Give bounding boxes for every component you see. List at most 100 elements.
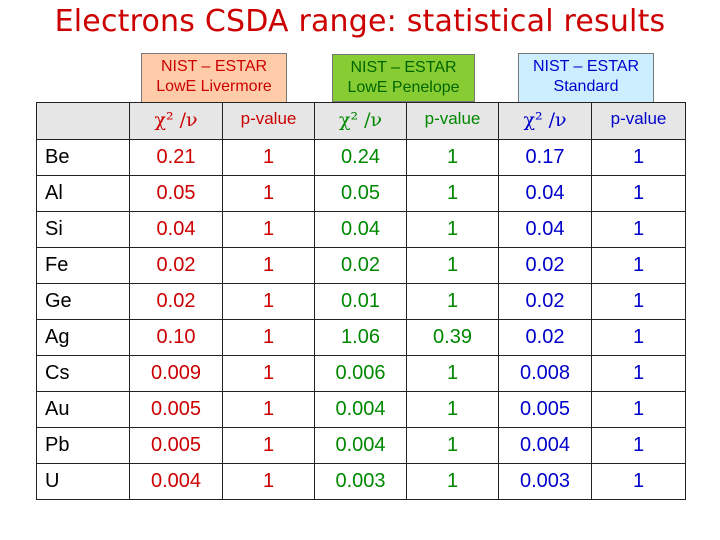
cell-penelope-chi: 1.06 [314,319,407,356]
cell-standard-chi: 0.02 [498,283,592,320]
cell-penelope-pvalue: 1 [406,139,499,176]
cell-element: Be [36,139,130,176]
source-standard-line1: NIST – ESTAR [532,58,640,75]
header-chi-standard: χ² /ν [498,102,592,140]
cell-element: Pb [36,427,130,464]
cell-standard-pvalue: 1 [591,211,686,248]
table-row: Be 0.21 1 0.24 1 0.17 1 [36,139,686,176]
cell-standard-pvalue: 1 [591,427,686,464]
table-row: Au 0.005 1 0.004 1 0.005 1 [36,391,686,428]
cell-penelope-pvalue: 0.39 [406,319,499,356]
cell-standard-pvalue: 1 [591,247,686,284]
cell-livermore-chi: 0.02 [129,283,223,320]
cell-livermore-pvalue: 1 [222,139,315,176]
cell-standard-chi: 0.02 [498,319,592,356]
cell-penelope-chi: 0.004 [314,427,407,464]
cell-standard-pvalue: 1 [591,175,686,212]
header-pvalue-livermore: p-value [222,102,315,140]
cell-penelope-chi: 0.004 [314,391,407,428]
cell-standard-chi: 0.17 [498,139,592,176]
table-row: Pb 0.005 1 0.004 1 0.004 1 [36,427,686,464]
cell-element: Fe [36,247,130,284]
cell-standard-pvalue: 1 [591,391,686,428]
cell-penelope-chi: 0.24 [314,139,407,176]
source-standard-line2: Standard [553,78,619,95]
cell-standard-pvalue: 1 [591,319,686,356]
cell-standard-pvalue: 1 [591,463,686,500]
cell-livermore-chi: 0.05 [129,175,223,212]
header-element [36,102,130,140]
cell-element: Ge [36,283,130,320]
cell-penelope-pvalue: 1 [406,283,499,320]
table-row: Si 0.04 1 0.04 1 0.04 1 [36,211,686,248]
page-title: Electrons CSDA range: statistical result… [54,4,666,39]
cell-penelope-pvalue: 1 [406,391,499,428]
table-header-row: χ² /ν p-value χ² /ν p-value χ² /ν p-valu… [36,102,686,140]
cell-penelope-pvalue: 1 [406,463,499,500]
cell-standard-chi: 0.04 [498,175,592,212]
cell-element: Cs [36,355,130,392]
source-penelope-line1: NIST – ESTAR [350,59,457,76]
cell-penelope-chi: 0.003 [314,463,407,500]
cell-livermore-pvalue: 1 [222,427,315,464]
header-pvalue-standard: p-value [591,102,686,140]
table-row: Ge 0.02 1 0.01 1 0.02 1 [36,283,686,320]
source-box-penelope: NIST – ESTAR LowE Penelope [332,54,475,102]
cell-livermore-chi: 0.005 [129,427,223,464]
cell-standard-chi: 0.008 [498,355,592,392]
source-box-livermore: NIST – ESTAR LowE Livermore [141,53,287,103]
cell-penelope-chi: 0.006 [314,355,407,392]
cell-livermore-chi: 0.04 [129,211,223,248]
cell-standard-chi: 0.005 [498,391,592,428]
cell-penelope-pvalue: 1 [406,211,499,248]
cell-penelope-pvalue: 1 [406,427,499,464]
cell-livermore-pvalue: 1 [222,211,315,248]
table-row: Fe 0.02 1 0.02 1 0.02 1 [36,247,686,284]
table-row: Ag 0.10 1 1.06 0.39 0.02 1 [36,319,686,356]
cell-standard-pvalue: 1 [591,355,686,392]
cell-livermore-pvalue: 1 [222,283,315,320]
cell-standard-pvalue: 1 [591,139,686,176]
cell-livermore-pvalue: 1 [222,463,315,500]
table-row: Al 0.05 1 0.05 1 0.04 1 [36,175,686,212]
cell-livermore-chi: 0.009 [129,355,223,392]
cell-penelope-pvalue: 1 [406,175,499,212]
cell-penelope-chi: 0.04 [314,211,407,248]
table-row: Cs 0.009 1 0.006 1 0.008 1 [36,355,686,392]
cell-penelope-pvalue: 1 [406,247,499,284]
source-livermore-line1: NIST – ESTAR [160,58,268,75]
header-chi-livermore: χ² /ν [129,102,223,140]
cell-element: Si [36,211,130,248]
cell-penelope-chi: 0.05 [314,175,407,212]
cell-standard-pvalue: 1 [591,283,686,320]
results-table: χ² /ν p-value χ² /ν p-value χ² /ν p-valu… [36,102,686,500]
cell-livermore-pvalue: 1 [222,175,315,212]
cell-livermore-chi: 0.004 [129,463,223,500]
cell-penelope-chi: 0.02 [314,247,407,284]
source-box-standard: NIST – ESTAR Standard [518,53,654,104]
cell-livermore-chi: 0.10 [129,319,223,356]
source-penelope-line2: LowE Penelope [347,79,460,96]
cell-element: Au [36,391,130,428]
cell-standard-chi: 0.003 [498,463,592,500]
cell-standard-chi: 0.02 [498,247,592,284]
cell-element: Al [36,175,130,212]
cell-livermore-pvalue: 1 [222,391,315,428]
cell-element: Ag [36,319,130,356]
cell-livermore-chi: 0.005 [129,391,223,428]
source-livermore-line2: LowE Livermore [156,78,272,95]
cell-standard-chi: 0.04 [498,211,592,248]
cell-penelope-chi: 0.01 [314,283,407,320]
cell-element: U [36,463,130,500]
header-pvalue-penelope: p-value [406,102,499,140]
cell-penelope-pvalue: 1 [406,355,499,392]
cell-livermore-pvalue: 1 [222,247,315,284]
cell-livermore-chi: 0.21 [129,139,223,176]
cell-standard-chi: 0.004 [498,427,592,464]
cell-livermore-pvalue: 1 [222,319,315,356]
table-body: Be 0.21 1 0.24 1 0.17 1 Al 0.05 1 0.05 1 0.04 1 Si 0.04… [36,139,686,500]
cell-livermore-pvalue: 1 [222,355,315,392]
header-chi-penelope: χ² /ν [314,102,407,140]
cell-livermore-chi: 0.02 [129,247,223,284]
table-row: U 0.004 1 0.003 1 0.003 1 [36,463,686,500]
